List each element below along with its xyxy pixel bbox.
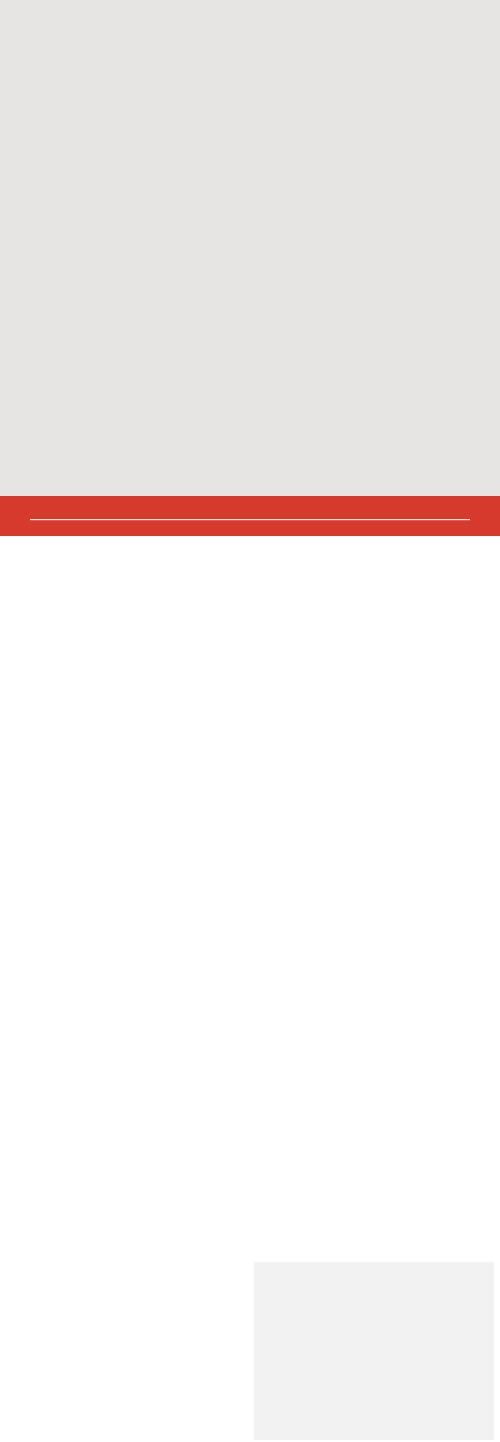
- globe-logo-panel: [254, 1024, 494, 1244]
- red-house-logo-panel: [254, 800, 494, 1010]
- company-logo-panel: [10, 548, 250, 770]
- black-real-estate-panel: [10, 800, 250, 990]
- photography-logo-panel: [254, 548, 494, 770]
- banner: [0, 496, 500, 536]
- people-logo-panel: [254, 1262, 494, 1440]
- banner-ribbon: [0, 496, 500, 536]
- red-teal-logo-panel: [10, 1024, 250, 1244]
- circle-logo-panel: [10, 1262, 250, 1440]
- real-estate-logo-sheet: [0, 0, 500, 496]
